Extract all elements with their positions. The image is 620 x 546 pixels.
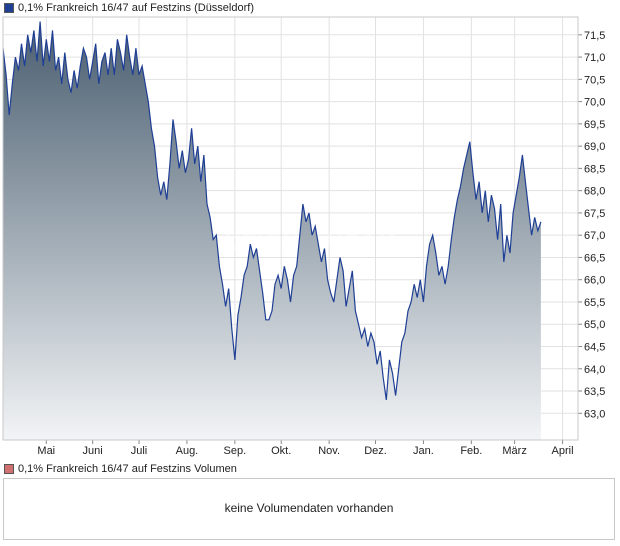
y-tick-label: 65,0 <box>584 319 605 331</box>
x-tick-label: Nov. <box>318 445 340 457</box>
price-line <box>2 21 542 400</box>
y-tick-label: 67,5 <box>584 208 605 220</box>
y-tick-label: 65,5 <box>584 297 605 309</box>
x-tick-label: Okt. <box>271 445 291 457</box>
plot-border <box>2 16 579 441</box>
y-tick-label: 68,5 <box>584 163 605 175</box>
volume-panel: keine Volumendaten vorhanden <box>3 478 615 540</box>
y-tick-label: 63,5 <box>584 386 605 398</box>
x-tick-label: Juni <box>83 445 103 457</box>
legend-volume-label: 0,1% Frankreich 16/47 auf Festzins Volum… <box>18 463 237 475</box>
y-tick-label: 66,0 <box>584 275 605 287</box>
y-tick-label: 68,0 <box>584 186 605 198</box>
x-tick-label: Mai <box>37 445 55 457</box>
price-area <box>3 21 541 440</box>
y-tick-label: 69,0 <box>584 141 605 153</box>
x-tick-label: Aug. <box>176 445 199 457</box>
legend-price: 0,1% Frankreich 16/47 auf Festzins (Düss… <box>4 1 254 15</box>
legend-volume-swatch <box>4 464 14 474</box>
x-tick-label: April <box>552 445 574 457</box>
y-tick-label: 70,5 <box>584 74 605 86</box>
x-tick-label: März <box>502 445 526 457</box>
legend-price-swatch <box>4 3 14 13</box>
price-chart: 63,0 63,5 64,0 64,5 65,0 65,5 66,0 66,5 67,0 67,5… <box>2 16 605 457</box>
x-tick-label: Feb. <box>460 445 482 457</box>
y-tick-label: 71,0 <box>584 52 605 64</box>
y-tick-label: 63,0 <box>584 408 605 420</box>
y-tick-label: 69,5 <box>584 119 605 131</box>
y-tick-label: 64,5 <box>584 341 605 353</box>
x-tick-label: Dez. <box>364 445 387 457</box>
y-tick-label: 66,5 <box>584 252 605 264</box>
volume-empty-message: keine Volumendaten vorhanden <box>224 501 394 515</box>
y-tick-label: 64,0 <box>584 364 605 376</box>
x-tick-label: Jan. <box>413 445 434 457</box>
x-tick-label: Juli <box>131 445 148 457</box>
y-tick-label: 67,0 <box>584 230 605 242</box>
y-tick-label: 70,0 <box>584 97 605 109</box>
legend-price-label: 0,1% Frankreich 16/47 auf Festzins (Düss… <box>18 2 254 14</box>
x-tick-label: Sep. <box>224 445 247 457</box>
legend-volume: 0,1% Frankreich 16/47 auf Festzins Volum… <box>4 462 237 476</box>
y-tick-label: 71,5 <box>584 30 605 42</box>
